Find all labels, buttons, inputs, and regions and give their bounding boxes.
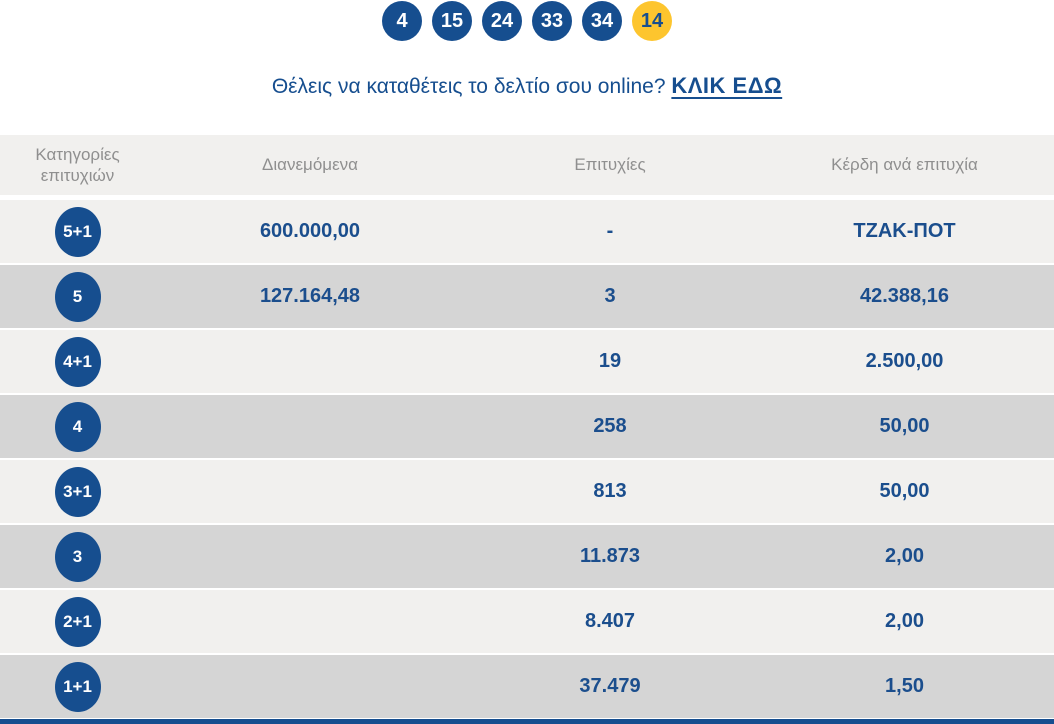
winners-cell: 8.407	[584, 610, 636, 632]
category-badge: 5	[54, 271, 101, 322]
distributed-cell: 600.000,00	[259, 220, 361, 242]
winners-cell: 11.873	[579, 545, 641, 567]
winnings-cell: 2.500,00	[865, 350, 944, 372]
header-winnings: Κέρδη ανά επιτυχία	[831, 155, 978, 175]
joker-number-ball: 14	[632, 1, 672, 41]
winners-cell: 3	[604, 285, 616, 307]
winnings-cell: 42.388,16	[860, 285, 949, 307]
distributed-cell: 127.164,48	[259, 285, 361, 307]
table-body: 5+1 600.000,00 - ΤΖΑΚ-ΠΟΤ 5 127.164,48 3…	[0, 200, 1054, 720]
number-ball-5: 34	[582, 1, 622, 41]
table-row: 3 11.873 2,00	[0, 525, 1054, 590]
click-here-link[interactable]: ΚΛΙΚ ΕΔΩ	[671, 73, 783, 98]
category-badge: 4	[54, 401, 101, 452]
winnings-cell: ΤΖΑΚ-ΠΟΤ	[853, 220, 956, 242]
promo-text: Θέλεις να καταθέτεις το δελτίο σου onlin…	[271, 75, 672, 98]
winnings-cell: 50,00	[879, 415, 930, 437]
table-row: 2+1 8.407 2,00	[0, 590, 1054, 655]
table-row: 5 127.164,48 3 42.388,16	[0, 265, 1054, 330]
winners-cell: 258	[593, 415, 627, 437]
category-badge: 3	[54, 531, 101, 582]
table-row: 1+1 37.479 1,50	[0, 655, 1054, 720]
category-badge: 2+1	[54, 596, 101, 647]
header-categories: Κατηγορίες επιτυχιών	[35, 144, 120, 185]
table-row: 4 258 50,00	[0, 395, 1054, 460]
winners-cell: 37.479	[579, 675, 641, 697]
drawn-numbers: 4 15 24 33 34 14	[0, 0, 1054, 41]
category-badge: 4+1	[54, 336, 101, 387]
winnings-cell: 2,00	[885, 610, 924, 632]
promo-line: Θέλεις να καταθέτεις το δελτίο σου onlin…	[0, 73, 1054, 99]
winnings-cell: 1,50	[885, 675, 924, 697]
winners-cell: 19	[598, 350, 622, 372]
header-distributed: Διανεμόμενα	[262, 155, 358, 175]
table-row: 3+1 813 50,00	[0, 460, 1054, 525]
results-table: Κατηγορίες επιτυχιών Διανεμόμενα Επιτυχί…	[0, 135, 1054, 720]
header-winners: Επιτυχίες	[574, 155, 646, 175]
bottom-accent-bar	[0, 719, 1054, 724]
winnings-cell: 2,00	[885, 545, 924, 567]
number-ball-1: 4	[382, 1, 422, 41]
winners-cell: 813	[593, 480, 627, 502]
winners-cell: -	[606, 220, 614, 242]
number-ball-4: 33	[532, 1, 572, 41]
category-badge: 5+1	[54, 206, 101, 257]
table-header-row: Κατηγορίες επιτυχιών Διανεμόμενα Επιτυχί…	[0, 135, 1054, 195]
table-row: 5+1 600.000,00 - ΤΖΑΚ-ΠΟΤ	[0, 200, 1054, 265]
number-ball-2: 15	[432, 1, 472, 41]
table-row: 4+1 19 2.500,00	[0, 330, 1054, 395]
winnings-cell: 50,00	[879, 480, 930, 502]
number-ball-3: 24	[482, 1, 522, 41]
category-badge: 3+1	[54, 466, 101, 517]
category-badge: 1+1	[54, 661, 101, 712]
